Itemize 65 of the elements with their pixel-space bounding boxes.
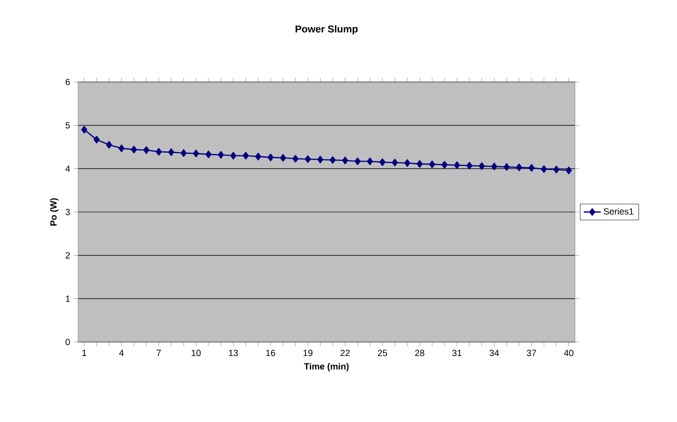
point <box>466 162 472 170</box>
y-tick-label: 1 <box>66 296 70 302</box>
x-axis-title: Time (min) <box>304 362 349 372</box>
point <box>168 148 174 156</box>
point <box>242 152 249 160</box>
point <box>516 164 522 172</box>
point <box>342 156 348 164</box>
x-tick-label: 40 <box>564 350 574 356</box>
point <box>528 164 535 172</box>
point <box>218 151 224 159</box>
point <box>255 152 262 160</box>
point <box>317 156 324 164</box>
point <box>156 148 162 156</box>
x-tick-label: 31 <box>452 350 462 356</box>
x-tick-label: 19 <box>304 350 312 356</box>
point <box>205 150 212 158</box>
y-tick-label: 4 <box>65 166 70 172</box>
x-tick-label: 1 <box>82 350 86 356</box>
x-tick-label: 25 <box>378 350 388 356</box>
point <box>566 166 572 174</box>
y-tick-label: 6 <box>66 78 70 86</box>
point <box>379 158 386 166</box>
point <box>292 154 298 162</box>
point <box>367 158 373 166</box>
point <box>478 162 485 170</box>
point <box>180 149 187 157</box>
point <box>540 165 547 173</box>
point <box>392 158 398 166</box>
point <box>193 150 200 158</box>
chart-title: Power Slump <box>296 25 358 34</box>
x-tick-label: 4 <box>119 350 124 356</box>
point <box>429 160 436 168</box>
point <box>442 160 448 169</box>
x-tick-label: 22 <box>340 350 350 356</box>
point <box>106 141 112 149</box>
point <box>94 136 100 144</box>
point <box>330 156 336 164</box>
point <box>354 158 361 166</box>
point <box>416 160 423 168</box>
point <box>504 163 510 171</box>
point <box>130 146 137 154</box>
point <box>553 166 560 174</box>
point <box>491 162 498 170</box>
y-tick-label: 2 <box>66 252 70 258</box>
y-tick-label: 0 <box>66 338 70 346</box>
x-tick-label: 7 <box>156 350 161 356</box>
x-tick-label: 37 <box>526 350 536 356</box>
y-tick-label: 3 <box>66 208 70 216</box>
y-axis-title: Po (W) <box>50 198 58 226</box>
point <box>230 152 236 160</box>
point <box>143 146 150 154</box>
point <box>280 154 286 162</box>
point <box>304 155 311 163</box>
legend-label: Series1 <box>604 208 634 215</box>
point <box>454 161 460 169</box>
x-tick-label: 16 <box>266 350 276 356</box>
x-tick-label: 28 <box>415 350 424 356</box>
x-tick-label: 13 <box>229 350 238 356</box>
point <box>404 159 410 167</box>
y-tick-label: 5 <box>66 122 70 128</box>
x-tick-label: 10 <box>192 350 201 356</box>
point <box>81 126 88 134</box>
point <box>268 154 274 162</box>
x-tick-label: 34 <box>490 350 499 356</box>
point <box>118 144 124 152</box>
